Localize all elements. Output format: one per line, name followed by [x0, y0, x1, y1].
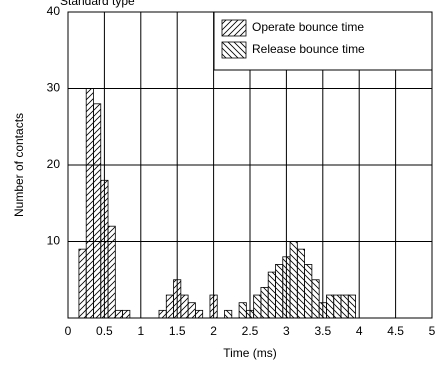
bar — [333, 294, 342, 319]
x-tick-label: 4.5 — [387, 324, 404, 338]
bar — [165, 294, 174, 319]
chart-title: Standard type — [60, 0, 135, 8]
x-tick-label: 3.5 — [314, 324, 331, 338]
bar — [173, 279, 182, 319]
bar — [209, 294, 218, 319]
legend — [213, 11, 433, 71]
bar — [107, 225, 116, 319]
legend-label: Operate bounce time — [252, 20, 364, 34]
bar — [296, 248, 306, 319]
bar — [187, 302, 196, 319]
bar — [347, 294, 356, 319]
bar — [340, 294, 349, 319]
bar — [282, 256, 291, 319]
y-tick-label: 20 — [47, 157, 61, 171]
bar — [238, 302, 247, 319]
legend-swatch — [221, 19, 247, 37]
bar — [100, 179, 109, 319]
bar — [78, 248, 87, 319]
bar — [93, 103, 102, 319]
bar — [122, 309, 131, 319]
legend-label: Release bounce time — [252, 42, 365, 56]
legend-swatch — [221, 41, 247, 59]
bar — [275, 264, 284, 319]
x-tick-label: 1.5 — [169, 324, 186, 338]
y-axis-label: Number of contacts — [12, 113, 26, 217]
bar — [194, 309, 204, 319]
bar — [289, 241, 298, 319]
y-tick-label: 10 — [47, 234, 61, 248]
y-tick-label: 40 — [47, 4, 61, 18]
bar — [85, 88, 94, 319]
bar — [245, 309, 255, 319]
bar — [253, 294, 262, 319]
x-tick-label: 2 — [210, 324, 217, 338]
bar — [224, 309, 233, 319]
x-tick-label: 0 — [65, 324, 72, 338]
bar — [114, 309, 123, 319]
bar — [158, 309, 167, 319]
x-tick-label: 4 — [356, 324, 363, 338]
x-tick-label: 0.5 — [96, 324, 113, 338]
y-tick-label: 30 — [47, 81, 61, 95]
x-tick-label: 5 — [429, 324, 436, 338]
bar — [260, 286, 269, 319]
x-tick-label: 1 — [137, 324, 144, 338]
x-axis-label: Time (ms) — [223, 346, 277, 360]
x-tick-label: 3 — [283, 324, 290, 338]
bar — [267, 271, 276, 319]
bar — [311, 279, 320, 319]
x-tick-label: 2.5 — [242, 324, 259, 338]
bar — [304, 264, 313, 319]
bar — [326, 294, 335, 319]
bar — [318, 302, 327, 319]
bar — [180, 294, 189, 319]
